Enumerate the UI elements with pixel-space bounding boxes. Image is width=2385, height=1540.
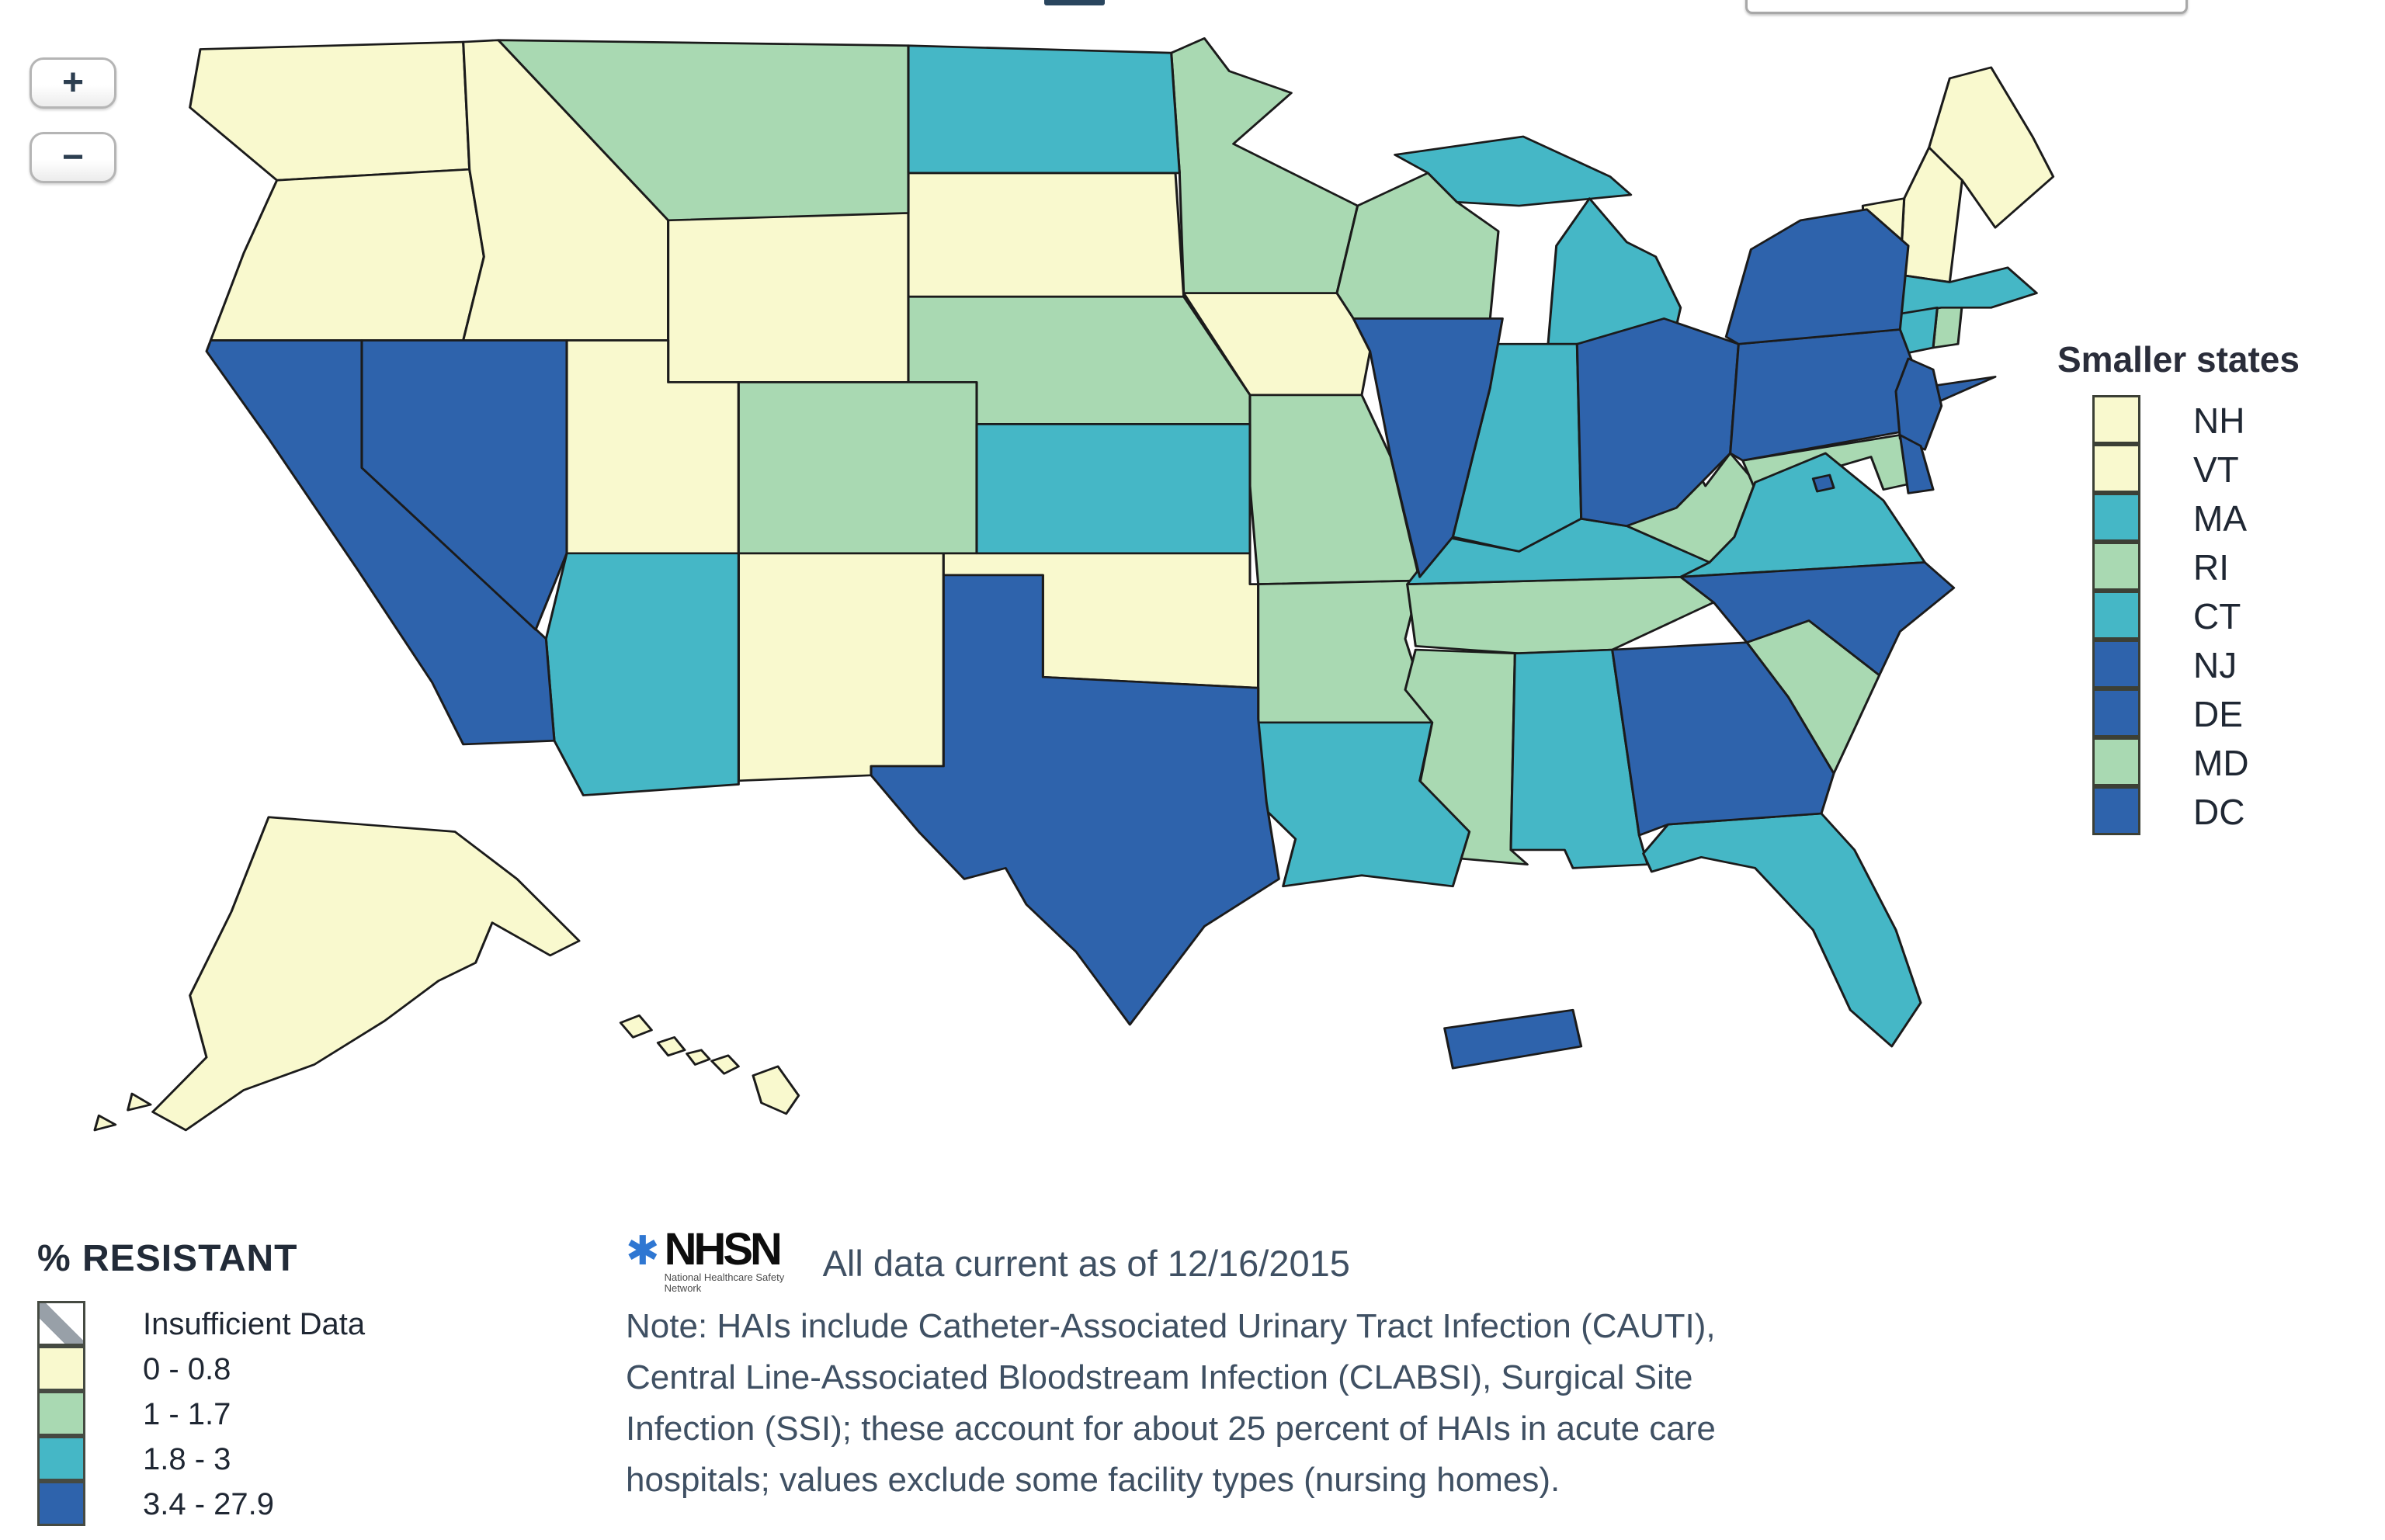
smaller-states-legend-title: Smaller states — [2057, 339, 2300, 380]
legend-label: MA — [2193, 498, 2247, 539]
legend-swatch-range-2 — [37, 1390, 85, 1436]
nhsn-logo-text: NHSN — [664, 1224, 783, 1275]
state-ME[interactable] — [1928, 66, 2055, 229]
legend-swatch-DE — [2092, 688, 2140, 737]
legend-row: Insufficient Data — [37, 1300, 366, 1347]
state-DE[interactable] — [1898, 434, 1935, 494]
resistance-legend-title: % RESISTANT — [37, 1238, 298, 1279]
legend-swatch-CT — [2092, 590, 2140, 640]
legend-row: DE — [2092, 688, 2300, 738]
legend-label: Insufficient Data — [143, 1306, 366, 1341]
state-OH[interactable] — [1575, 317, 1740, 527]
legend-label: 1.8 - 3 — [143, 1441, 231, 1476]
zoom-out-button[interactable]: − — [30, 132, 116, 183]
legend-row: NH — [2092, 394, 2300, 445]
smaller-states-legend: Smaller states NH VT MA RI CT NJ DE MD D… — [2057, 338, 2300, 836]
state-NC[interactable] — [1679, 561, 1956, 677]
top-cutoff-dark-button-fragment — [1044, 0, 1105, 5]
legend-label: 3.4 - 27.9 — [143, 1486, 275, 1521]
us-choropleth-map — [93, 37, 2055, 1132]
legend-swatch-RI — [2092, 541, 2140, 591]
state-TN[interactable] — [1406, 575, 1715, 655]
legend-swatch-insufficient — [37, 1300, 85, 1346]
state-MN[interactable] — [1170, 37, 1359, 294]
state-NV[interactable] — [360, 339, 568, 631]
nhsn-logo-subtext: National Healthcare Safety Network — [664, 1271, 785, 1295]
legend-label: RI — [2193, 546, 2229, 588]
state-NJ[interactable] — [1894, 357, 1943, 451]
state-HI[interactable] — [619, 1014, 800, 1115]
state-CO[interactable] — [737, 381, 978, 555]
state-AK[interactable] — [93, 816, 581, 1132]
state-SD[interactable] — [907, 172, 1186, 298]
state-FL[interactable] — [1642, 812, 1922, 1048]
legend-row: 0 - 0.8 — [37, 1345, 365, 1392]
state-IL[interactable] — [1352, 317, 1504, 578]
source-row: ✱ NHSN National Healthcare Safety Networ… — [626, 1224, 1350, 1295]
state-MT[interactable] — [497, 39, 910, 222]
state-AR[interactable] — [1257, 579, 1434, 724]
data-current-date: All data current as of 12/16/2015 — [822, 1243, 1350, 1285]
top-cutoff-searchbox-fragment — [1745, 0, 2188, 14]
resistance-legend: % RESISTANT Insufficient Data 0 - 0.8 1 … — [37, 1237, 365, 1527]
state-AZ[interactable] — [544, 552, 740, 796]
legend-row: RI — [2092, 541, 2300, 591]
hai-note: Note: HAIs include Catheter-Associated U… — [626, 1307, 1716, 1499]
state-NM[interactable] — [737, 552, 945, 782]
legend-label: 1 - 1.7 — [143, 1396, 231, 1431]
legend-swatch-MD — [2092, 737, 2140, 786]
legend-label: MD — [2193, 742, 2249, 783]
state-PR[interactable] — [1443, 1008, 1583, 1070]
legend-row: 1.8 - 3 — [37, 1435, 365, 1482]
nhsn-logo: ✱ NHSN National Healthcare Safety Networ… — [626, 1224, 789, 1295]
legend-label: CT — [2193, 595, 2241, 636]
state-DC[interactable] — [1811, 473, 1835, 493]
legend-swatch-VT — [2092, 443, 2140, 493]
legend-row: NJ — [2092, 639, 2300, 689]
legend-swatch-MA — [2092, 492, 2140, 542]
minus-icon: − — [61, 137, 85, 178]
legend-swatch-NH — [2092, 394, 2140, 444]
legend-swatch-range-3 — [37, 1435, 85, 1481]
state-ND[interactable] — [907, 44, 1181, 175]
legend-row: DC — [2092, 786, 2300, 836]
legend-row: 3.4 - 27.9 — [37, 1480, 365, 1527]
legend-label: 0 - 0.8 — [143, 1351, 231, 1386]
state-KS[interactable] — [975, 423, 1252, 555]
state-LA[interactable] — [1257, 721, 1471, 888]
state-TX[interactable] — [870, 574, 1280, 1026]
legend-label: NJ — [2193, 644, 2237, 685]
legend-row: MD — [2092, 737, 2300, 787]
legend-label: DC — [2193, 791, 2245, 832]
legend-row: CT — [2092, 590, 2300, 640]
nhsn-asterisk-icon: ✱ — [626, 1229, 660, 1274]
state-OR[interactable] — [209, 168, 485, 342]
legend-label: DE — [2193, 693, 2243, 734]
state-WA[interactable] — [189, 40, 471, 182]
state-WY[interactable] — [667, 212, 910, 383]
legend-swatch-range-1 — [37, 1345, 85, 1391]
legend-swatch-NJ — [2092, 639, 2140, 688]
zoom-in-button[interactable]: + — [30, 57, 116, 109]
legend-label: VT — [2193, 449, 2239, 490]
legend-row: 1 - 1.7 — [37, 1390, 365, 1437]
state-GA[interactable] — [1611, 641, 1835, 837]
legend-row: VT — [2092, 443, 2300, 494]
legend-swatch-DC — [2092, 786, 2140, 835]
plus-icon: + — [61, 62, 85, 103]
legend-label: NH — [2193, 400, 2245, 441]
legend-swatch-range-4 — [37, 1480, 85, 1526]
legend-row: MA — [2092, 492, 2300, 543]
